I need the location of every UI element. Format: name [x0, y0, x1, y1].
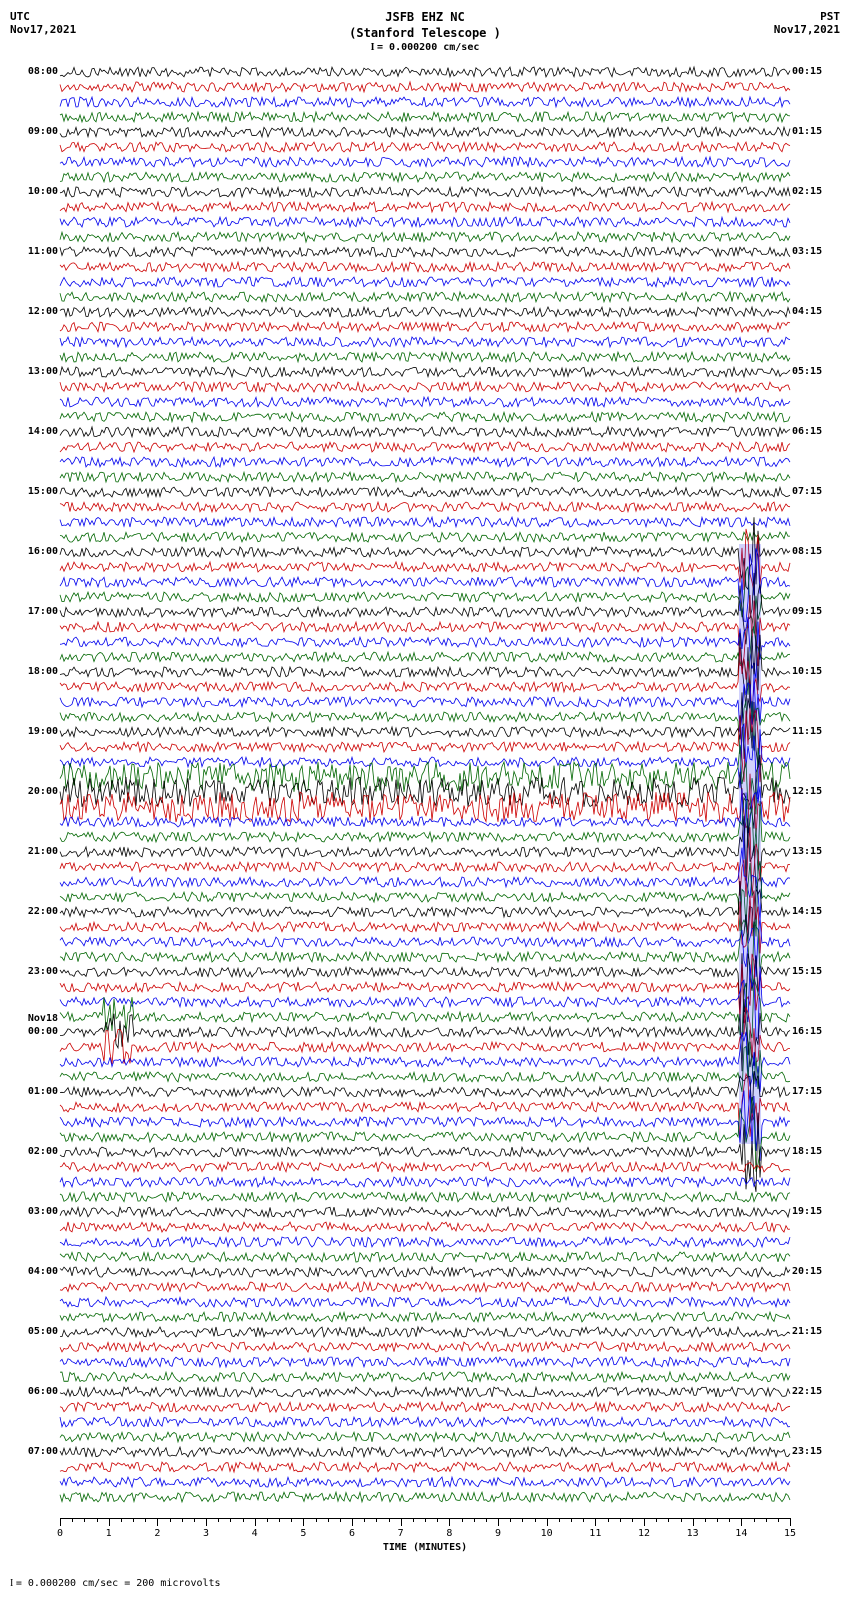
seismic-trace	[60, 1482, 790, 1512]
title-line1: JSFB EHZ NC	[349, 10, 501, 26]
x-tick-label: 7	[398, 1528, 404, 1539]
pst-hour-label: 01:15	[792, 124, 840, 139]
pst-hour-label: 14:15	[792, 904, 840, 919]
utc-hour-label: 15:00	[10, 484, 58, 499]
x-tick-label: 11	[589, 1528, 601, 1539]
utc-hour-label: 17:00	[10, 604, 58, 619]
utc-hour-label: 09:00	[10, 124, 58, 139]
utc-hour-label: 06:00	[10, 1384, 58, 1399]
utc-hour-label: 20:00	[10, 784, 58, 799]
pst-hour-label: 10:15	[792, 664, 840, 679]
pst-hour-label: 02:15	[792, 184, 840, 199]
header-right-tz: PST	[774, 10, 840, 23]
seismogram-plot: 08:00 00:15 09:00 01:15 10:00 02:15 11:00 03:15…	[10, 64, 840, 1514]
utc-hour-label: 14:00	[10, 424, 58, 439]
footer-scale: I = 0.000200 cm/sec = 200 microvolts	[10, 1578, 840, 1589]
x-tick-label: 3	[203, 1528, 209, 1539]
scale-indicator: I = 0.000200 cm/sec	[349, 41, 501, 54]
utc-hour-label: 21:00	[10, 844, 58, 859]
pst-hour-label: 15:15	[792, 964, 840, 979]
header-left-date: Nov17,2021	[10, 23, 76, 36]
pst-hour-label: 04:15	[792, 304, 840, 319]
utc-hour-label: 13:00	[10, 364, 58, 379]
x-tick-label: 8	[446, 1528, 452, 1539]
pst-hour-label: 00:15	[792, 64, 840, 79]
utc-hour-label: 19:00	[10, 724, 58, 739]
pst-hour-label: 16:15	[792, 1024, 840, 1039]
x-tick-label: 0	[57, 1528, 63, 1539]
x-tick-label: 6	[349, 1528, 355, 1539]
x-axis-title: TIME (MINUTES)	[60, 1542, 790, 1553]
header-right-date: Nov17,2021	[774, 23, 840, 36]
utc-hour-label: 04:00	[10, 1264, 58, 1279]
x-tick-label: 14	[735, 1528, 747, 1539]
utc-hour-label: 03:00	[10, 1204, 58, 1219]
title-line2: (Stanford Telescope )	[349, 26, 501, 42]
utc-hour-label: 01:00	[10, 1084, 58, 1099]
pst-hour-label: 17:15	[792, 1084, 840, 1099]
utc-hour-label: 07:00	[10, 1444, 58, 1459]
utc-hour-label: 12:00	[10, 304, 58, 319]
pst-hour-label: 12:15	[792, 784, 840, 799]
utc-hour-label: 05:00	[10, 1324, 58, 1339]
x-tick-label: 13	[687, 1528, 699, 1539]
seismic-event-region	[739, 544, 761, 1144]
utc-hour-label: 16:00	[10, 544, 58, 559]
utc-hour-label: 00:00	[10, 1024, 58, 1039]
pst-hour-label: 20:15	[792, 1264, 840, 1279]
next-day-label: Nov18	[10, 1013, 58, 1025]
pst-hour-label: 06:15	[792, 424, 840, 439]
x-tick-label: 12	[638, 1528, 650, 1539]
pst-hour-label: 13:15	[792, 844, 840, 859]
utc-hour-label: 22:00	[10, 904, 58, 919]
utc-hour-label: 23:00	[10, 964, 58, 979]
utc-hour-label: 18:00	[10, 664, 58, 679]
x-tick-label: 9	[495, 1528, 501, 1539]
pst-hour-label: 18:15	[792, 1144, 840, 1159]
header-left-tz: UTC	[10, 10, 76, 23]
pst-hour-label: 05:15	[792, 364, 840, 379]
x-tick-label: 10	[541, 1528, 553, 1539]
pst-hour-label: 09:15	[792, 604, 840, 619]
pst-hour-label: 11:15	[792, 724, 840, 739]
x-axis: TIME (MINUTES) 0123456789101112131415	[60, 1518, 790, 1558]
utc-hour-label: 10:00	[10, 184, 58, 199]
utc-hour-label: 11:00	[10, 244, 58, 259]
x-tick-label: 5	[300, 1528, 306, 1539]
pst-hour-label: 23:15	[792, 1444, 840, 1459]
utc-hour-label: 08:00	[10, 64, 58, 79]
x-tick-label: 15	[784, 1528, 796, 1539]
x-tick-label: 2	[154, 1528, 160, 1539]
pst-hour-label: 19:15	[792, 1204, 840, 1219]
pst-hour-label: 08:15	[792, 544, 840, 559]
pst-hour-label: 22:15	[792, 1384, 840, 1399]
pst-hour-label: 07:15	[792, 484, 840, 499]
pst-hour-label: 03:15	[792, 244, 840, 259]
x-tick-label: 4	[252, 1528, 258, 1539]
pst-hour-label: 21:15	[792, 1324, 840, 1339]
x-tick-label: 1	[106, 1528, 112, 1539]
utc-hour-label: 02:00	[10, 1144, 58, 1159]
